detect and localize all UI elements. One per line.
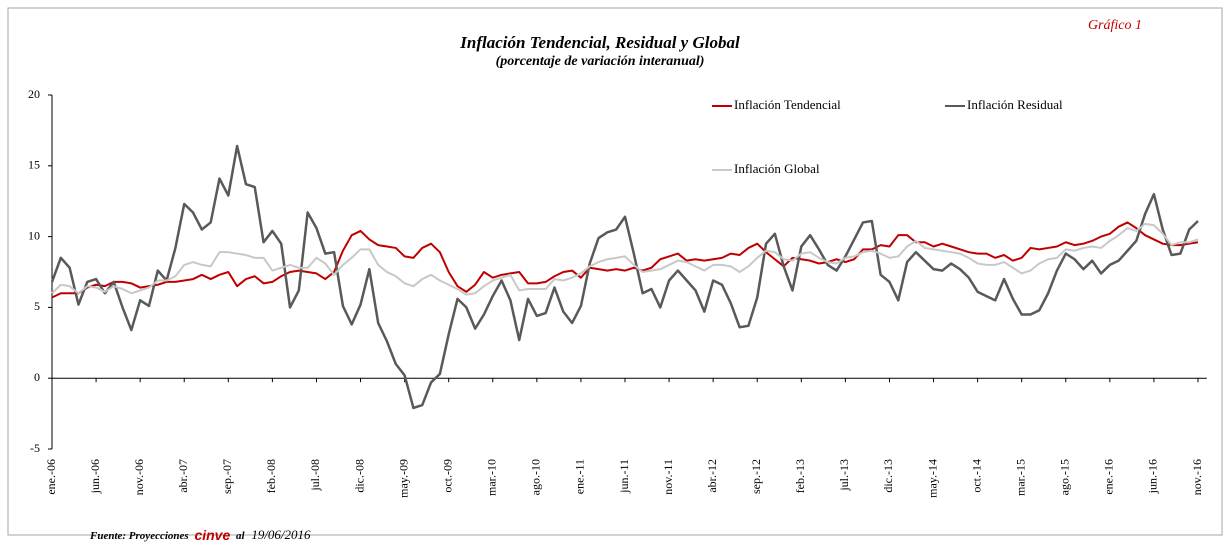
source-text: Fuente: Proyecciones [89, 530, 189, 542]
x-tick-label: feb.-08 [264, 459, 278, 493]
x-tick-label: abr.-07 [176, 459, 190, 493]
x-tick-label: mar.-10 [485, 459, 499, 496]
x-tick-label: dic.-08 [352, 459, 366, 493]
x-tick-label: jun.-11 [617, 459, 631, 494]
source-date: 19/06/2016 [251, 527, 311, 542]
source-text: al [236, 530, 246, 542]
x-tick-label: dic.-13 [881, 459, 895, 493]
series-line [50, 144, 1199, 410]
y-tick-label: 20 [28, 87, 40, 101]
x-tick-label: nov.-16 [1190, 459, 1204, 495]
series-line [51, 222, 1199, 296]
x-tick-label: mar.-15 [1013, 459, 1027, 496]
x-tick-label: jul.-13 [837, 459, 851, 492]
y-tick-label: 0 [34, 370, 40, 384]
legend-label: Inflación Tendencial [734, 97, 841, 112]
y-tick-label: -5 [30, 441, 40, 455]
x-tick-label: oct.-14 [969, 459, 983, 493]
x-tick-label: ene.-11 [573, 459, 587, 494]
source-brand: cinve [194, 527, 230, 543]
x-tick-label: sep.-12 [749, 459, 763, 494]
x-tick-label: nov.-11 [661, 459, 675, 495]
x-tick-label: jun.-16 [1146, 459, 1160, 494]
x-tick-label: may.-14 [925, 459, 939, 498]
x-tick-label: jul.-08 [308, 459, 322, 492]
x-tick-label: abr.-12 [705, 459, 719, 493]
legend-label: Inflación Global [734, 161, 820, 176]
chart-subtitle: (porcentaje de variación interanual) [496, 54, 705, 69]
y-tick-label: 10 [28, 228, 40, 242]
x-tick-label: feb.-13 [793, 459, 807, 493]
x-tick-label: may.-09 [396, 459, 410, 498]
legend-label: Inflación Residual [967, 97, 1063, 112]
x-tick-label: ene.-06 [44, 459, 58, 495]
x-tick-label: jun.-06 [88, 459, 102, 494]
x-tick-label: oct.-09 [440, 459, 454, 493]
x-tick-label: sep.-07 [220, 459, 234, 494]
x-tick-label: ene.-16 [1102, 459, 1116, 495]
corner-note: Gráfico 1 [1088, 18, 1142, 33]
chart-title: Inflación Tendencial, Residual y Global [459, 33, 740, 52]
y-tick-label: 15 [28, 158, 40, 172]
x-tick-label: ago.-10 [529, 459, 543, 495]
x-tick-label: nov.-06 [132, 459, 146, 495]
source: Fuente: Proyecciones cinve al 19/06/2016 [89, 527, 311, 543]
x-tick-label: ago.-15 [1058, 459, 1072, 495]
series-line [51, 221, 1199, 299]
y-tick-label: 5 [34, 299, 40, 313]
frame [7, 7, 1223, 536]
